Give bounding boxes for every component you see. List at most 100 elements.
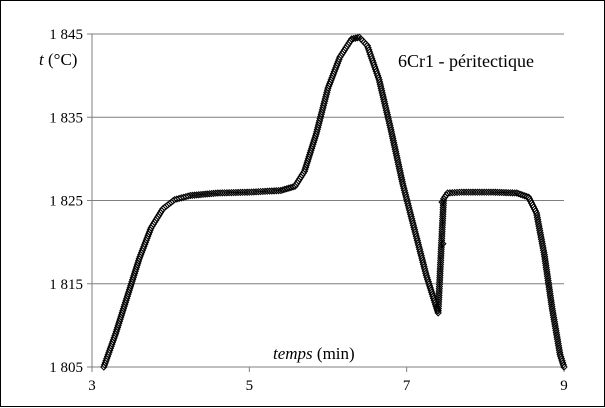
data-point [544,279,553,287]
data-point [287,183,295,192]
data-point [391,143,399,151]
data-point [388,132,397,140]
data-point [351,34,360,42]
data-point [387,128,396,136]
x-tick-label: 5 [246,378,254,394]
data-point [538,242,547,250]
data-point [277,186,285,195]
data-point [279,186,287,194]
data-point [545,283,553,291]
data-point [548,305,556,313]
data-point [541,259,550,267]
data-point [541,255,549,263]
data-point [536,226,544,235]
data-points [100,33,568,371]
data-point [283,185,291,193]
data-point [517,190,525,199]
data-point [542,266,551,274]
data-point [545,281,553,289]
data-point [545,285,554,293]
data-point [537,233,545,241]
data-point [554,342,563,350]
data-point [546,294,555,302]
x-tick-label: 7 [403,378,411,394]
data-point [547,300,556,309]
data-point [347,35,356,43]
y-tick-label: 1 815 [49,277,83,293]
data-point [552,331,561,339]
data-point [438,198,446,206]
data-point [534,220,543,228]
data-point [540,250,549,259]
data-point [510,189,519,197]
data-point [560,363,568,371]
y-axis-label-italic: t [39,50,45,69]
data-point [518,191,527,199]
data-point [550,315,558,324]
y-axis-label-plain: (°C) [44,50,78,69]
data-point [555,344,563,352]
data-point [540,248,548,257]
data-point [553,333,561,341]
data-point [554,337,562,346]
tick-labels: 1 805 1 815 1 825 1 835 1 845 3 5 7 9 [49,27,568,394]
data-point [393,154,401,162]
data-point [535,222,543,230]
data-point [397,173,406,182]
data-point [387,126,395,134]
y-tick-label: 1 825 [49,194,83,210]
data-point [515,189,523,198]
data-point [389,134,397,143]
x-axis-label: temps (min) [273,344,355,363]
data-point [547,296,555,304]
data-point [391,147,400,156]
data-point [551,322,559,330]
data-point [395,162,403,171]
data-point [539,244,547,252]
data-point [538,237,546,246]
x-tick-label: 3 [88,378,96,394]
data-point [536,228,544,237]
data-point [390,139,398,147]
data-point [555,348,564,357]
data-point [546,292,555,300]
data-point [390,141,398,149]
data-point [388,130,396,138]
data-point [394,160,403,169]
data-point [548,302,556,311]
data-point [543,272,552,280]
data-point [393,156,402,164]
data-point [391,145,399,153]
data-point [389,136,398,145]
data-point [397,171,405,179]
data-point [285,184,293,192]
data-point [536,231,545,239]
data-point [551,324,560,333]
data-point [543,270,551,278]
data-point [398,175,406,184]
data-point [541,257,549,265]
data-point [392,152,401,160]
data-point [535,224,544,233]
data-point [546,289,554,298]
y-tick-label: 1 835 [49,110,83,126]
data-point [549,309,557,317]
data-point [552,329,561,337]
data-point [543,268,551,276]
data-point [394,158,402,166]
data-point [539,246,548,254]
data-point [534,218,542,226]
data-point [537,235,546,243]
data-point [544,276,552,285]
data-point [549,313,558,322]
data-point [550,318,559,326]
data-point [538,239,546,248]
data-point [554,339,562,348]
data-point [552,326,560,335]
data-point [439,240,447,248]
y-tick-label: 1 845 [49,27,83,43]
data-point [547,298,555,306]
data-point [395,164,404,173]
data-point [281,185,289,194]
